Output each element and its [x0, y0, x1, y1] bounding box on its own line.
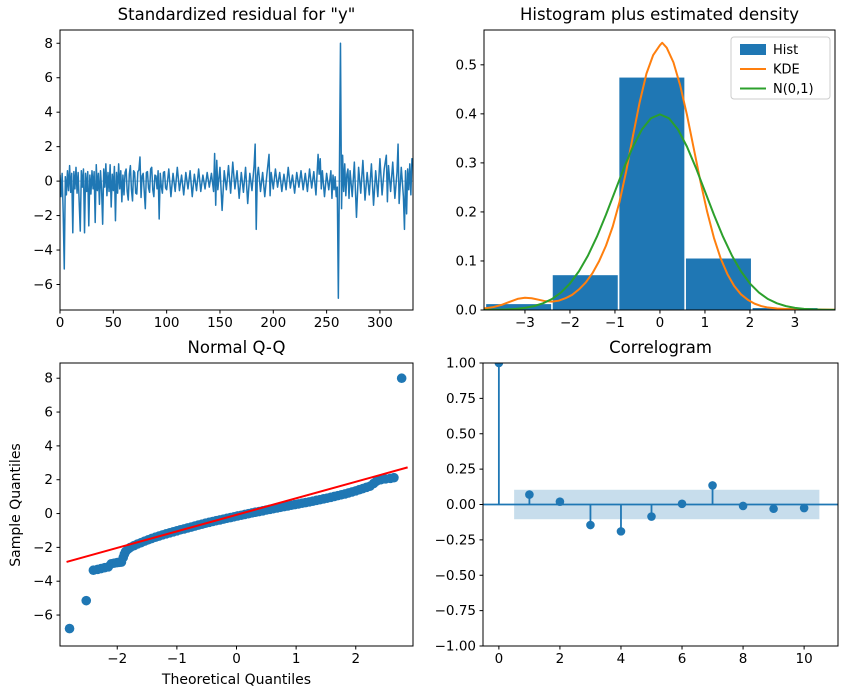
- residual-ytick-label: 4: [44, 105, 53, 121]
- histogram-ytick-label: 0.4: [456, 106, 477, 122]
- qq-ytick-label: 2: [44, 472, 53, 488]
- residual-xtick-label: 200: [260, 315, 286, 331]
- residual-ytick-label: 6: [44, 70, 53, 86]
- correlogram-xtick-label: 6: [678, 651, 687, 667]
- residual-xtick-label: 300: [367, 315, 393, 331]
- correlogram-plot-area: [483, 363, 838, 536]
- histogram-bar: [552, 275, 618, 310]
- histogram-curve-kde: [483, 41, 836, 310]
- legend-swatch-hist: [740, 44, 766, 55]
- qq-point: [81, 595, 92, 606]
- residual-xtick-label: 100: [154, 315, 180, 331]
- correlogram-ytick-label: −0.75: [435, 603, 476, 619]
- histogram-title: Histogram plus estimated density: [519, 5, 800, 24]
- histogram-xtick-label: 3: [791, 315, 800, 331]
- qq-ytick-label: 0: [44, 506, 53, 522]
- residual-xtick-label: 250: [314, 315, 340, 331]
- residual-ytick-label: −6: [33, 277, 53, 293]
- correlogram-marker: [708, 481, 717, 490]
- residual-xtick-label: 50: [105, 315, 122, 331]
- residual-series-line: [59, 42, 414, 300]
- qq-xtick-label: −1: [167, 651, 187, 667]
- correlogram-marker: [738, 501, 748, 511]
- histogram-bar: [486, 304, 552, 310]
- residual-spines: [59, 29, 414, 311]
- correlogram-xtick-label: 2: [556, 651, 565, 667]
- qq-fit-line: [66, 466, 408, 563]
- legend-label: KDE: [773, 63, 800, 78]
- histogram-ytick-label: 0.5: [456, 57, 477, 73]
- qq-ytick-label: −4: [33, 574, 53, 590]
- qq-spines: [59, 362, 414, 647]
- residual-title: Standardized residual for "y": [117, 5, 356, 24]
- correlogram-marker: [494, 363, 504, 368]
- correlogram-marker: [555, 497, 565, 506]
- histogram-legend: Hist KDE N(0,1): [730, 36, 831, 100]
- correlogram-marker: [799, 503, 809, 513]
- residual-ytick-label: −2: [33, 208, 53, 224]
- histogram-xtick-label: −3: [515, 315, 535, 331]
- correlogram-ytick-label: −0.25: [435, 532, 476, 548]
- correlogram-marker: [525, 490, 534, 499]
- qq-ytick-label: 8: [44, 371, 53, 387]
- qq-ytick-label: −6: [33, 608, 53, 624]
- qq-title: Normal Q-Q: [187, 338, 286, 357]
- qq-ytick-label: 6: [44, 405, 53, 421]
- histogram-ytick-label: 0.1: [456, 253, 477, 269]
- qq-xtick-label: 1: [292, 651, 301, 667]
- correlogram-ytick-label: 0.50: [446, 426, 476, 442]
- correlogram-ytick-label: −1.00: [435, 639, 476, 655]
- correlogram-marker: [769, 504, 778, 514]
- qq-point: [389, 472, 399, 483]
- correlogram-ytick-label: 0.00: [446, 497, 476, 513]
- correlogram-xtick-label: 4: [617, 651, 626, 667]
- legend-label: N(0,1): [773, 82, 814, 97]
- histogram-xtick-label: 1: [701, 315, 710, 331]
- residual-ytick-label: 8: [44, 36, 53, 52]
- correlogram-title: Correlogram: [609, 338, 712, 357]
- qq-point: [64, 623, 75, 634]
- histogram-bar: [619, 77, 685, 310]
- histogram-bar: [685, 258, 751, 310]
- qq-ytick-label: 4: [44, 438, 53, 454]
- histogram-ytick-label: 0.2: [456, 204, 477, 220]
- correlogram-ytick-label: 1.00: [446, 356, 476, 372]
- histogram-xtick-label: −2: [560, 315, 580, 331]
- correlogram-ytick-label: 0.25: [446, 462, 476, 478]
- qq-ytick-label: −2: [33, 540, 53, 556]
- qq-xtick-label: 2: [351, 651, 360, 667]
- histogram-ytick-label: 0.0: [456, 303, 477, 319]
- qq-point: [396, 373, 407, 384]
- residual-ytick-label: 0: [44, 174, 53, 190]
- histogram-plot-area: [483, 41, 836, 310]
- correlogram-xtick-label: 8: [739, 651, 748, 667]
- correlogram-marker: [647, 512, 656, 521]
- histogram-xtick-label: 0: [656, 315, 665, 331]
- legend-label: Hist: [773, 43, 798, 58]
- qq-xtick-label: 0: [232, 651, 241, 667]
- correlogram-xtick-label: 10: [796, 651, 813, 667]
- correlogram-marker: [616, 527, 626, 536]
- qq-xlabel: Theoretical Quantiles: [161, 672, 312, 688]
- residual-ytick-label: 2: [44, 139, 53, 155]
- qq-xtick-label: −2: [107, 651, 127, 667]
- histogram-ytick-label: 0.3: [456, 155, 477, 171]
- histogram-xtick-label: 2: [746, 315, 755, 331]
- residual-plot-area: [59, 42, 414, 300]
- residual-xtick-label: 0: [56, 315, 65, 331]
- correlogram-marker: [586, 520, 595, 530]
- residual-ytick-label: −4: [33, 243, 53, 259]
- correlogram-ytick-label: 0.75: [446, 391, 476, 407]
- qq-plot-area: [64, 373, 408, 634]
- histogram-curve-n01: [483, 113, 836, 310]
- correlogram-ytick-label: −0.50: [435, 568, 476, 584]
- residual-xtick-label: 150: [207, 315, 233, 331]
- correlogram-xtick-label: 0: [495, 651, 504, 667]
- correlogram-marker: [677, 499, 687, 509]
- qq-ylabel: Sample Quantiles: [8, 442, 24, 567]
- histogram-xtick-label: −1: [605, 315, 625, 331]
